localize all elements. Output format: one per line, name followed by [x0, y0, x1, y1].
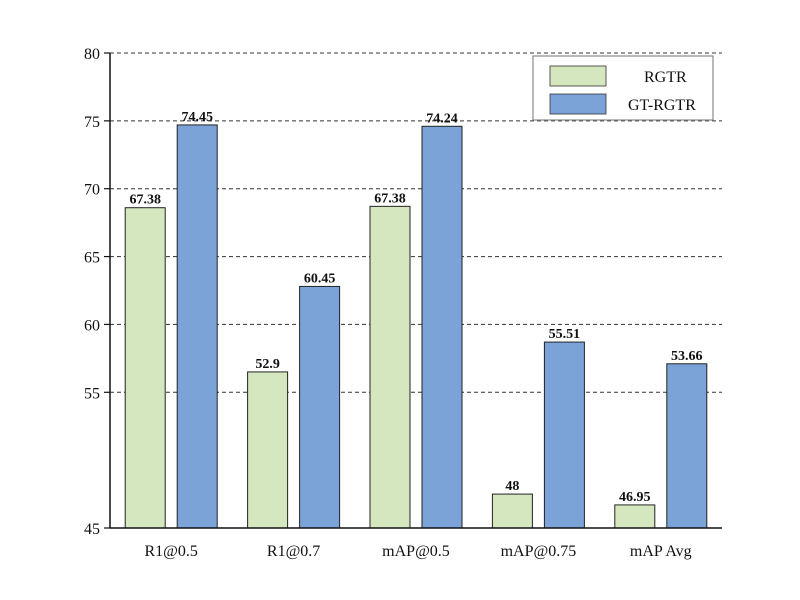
data-label: 52.9: [255, 357, 280, 372]
y-tick-label: 70: [84, 182, 100, 199]
data-label: 67.38: [374, 191, 406, 206]
data-label: 60.45: [304, 271, 336, 286]
bar-rgtr-1: [247, 371, 289, 529]
legend-label-rgtr: RGTR: [644, 69, 687, 86]
x-tick-label: mAP@0.5: [382, 543, 450, 560]
axes: [104, 52, 722, 529]
y-tick-label: 55: [84, 385, 100, 402]
labels: 45 55 60 65 70 75 80 67.38 74.45 R1@0.5 52.9 60.45 R…: [84, 46, 703, 560]
y-tick-label: 80: [84, 46, 100, 63]
y-tick-label: 60: [84, 317, 100, 334]
bar-gt-rgtr-0: [176, 124, 218, 529]
data-label: 53.66: [671, 349, 703, 364]
bars: [124, 124, 708, 529]
data-label: 46.95: [619, 490, 651, 505]
data-label: 67.38: [129, 193, 161, 208]
bar-gt-rgtr-1: [299, 285, 341, 529]
bar-rgtr-3: [491, 493, 533, 529]
data-label: 48: [505, 479, 519, 494]
legend-swatch-rgtr: [549, 65, 607, 87]
bar-rgtr-2: [369, 205, 411, 529]
bar-gt-rgtr-3: [543, 341, 585, 529]
data-label: 74.45: [181, 110, 213, 125]
legend-label-gt-rgtr: GT-RGTR: [628, 97, 696, 114]
legend: RGTR GT-RGTR: [532, 55, 714, 121]
data-label: 74.24: [426, 111, 458, 126]
bar-rgtr-0: [124, 207, 166, 529]
x-tick-label: R1@0.7: [267, 543, 320, 560]
legend-swatch-gt-rgtr: [549, 93, 607, 115]
bar-gt-rgtr-4: [666, 363, 708, 529]
x-tick-label: R1@0.5: [144, 543, 197, 560]
x-tick-label: mAP@0.75: [501, 543, 577, 560]
data-label: 55.51: [549, 327, 581, 342]
bar-gt-rgtr-2: [421, 125, 463, 529]
y-tick-label: 65: [84, 250, 100, 267]
x-tick-label: mAP Avg: [630, 543, 692, 560]
y-tick-label: 75: [84, 114, 100, 131]
y-tick-label: 45: [84, 521, 100, 538]
bar-rgtr-4: [614, 504, 656, 529]
